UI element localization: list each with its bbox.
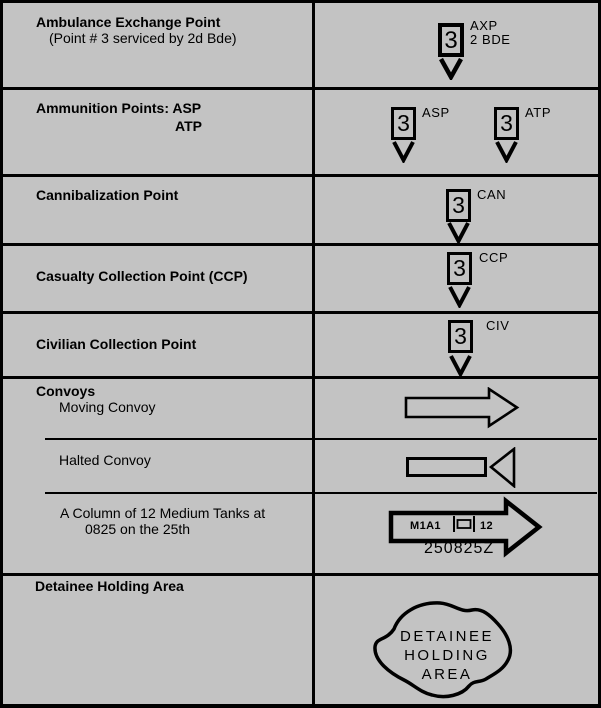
- ccp-point-number: 3: [453, 255, 466, 281]
- point-chevron-icon: [439, 58, 463, 80]
- asp-point-symbol: 3: [391, 107, 416, 140]
- column-divider: [312, 3, 315, 704]
- row-divider-4: [3, 311, 598, 314]
- tank-column-vehicle-label: M1A1: [410, 520, 441, 532]
- point-chevron-icon: [495, 141, 518, 163]
- row-subtitle-ambulance-exchange-point: (Point # 3 serviced by 2d Bde): [49, 30, 237, 46]
- row-title-casualty-collection-point: Casualty Collection Point (CCP): [36, 268, 248, 284]
- axp-point-symbol: 3: [438, 23, 464, 57]
- atp-point-symbol: 3: [494, 107, 519, 140]
- row-title-convoys: Convoys: [36, 383, 96, 399]
- row-title-cannibalization-point: Cannibalization Point: [36, 187, 179, 203]
- point-chevron-icon: [392, 141, 415, 163]
- armor-unit-icon: [453, 516, 475, 532]
- can-label: CAN: [477, 187, 507, 202]
- row-title-ammunition-points-atp: ATP: [175, 118, 202, 134]
- row-divider-1: [3, 87, 598, 90]
- ccp-point-symbol: 3: [447, 252, 472, 285]
- civ-point-symbol: 3: [448, 320, 473, 353]
- axp-unit-label: 2 BDE: [470, 32, 511, 47]
- detainee-area-line2: HOLDING: [404, 647, 490, 664]
- halted-convoy-triangle-icon: [488, 447, 516, 488]
- asp-point-number: 3: [397, 110, 410, 136]
- can-point-symbol: 3: [446, 189, 471, 222]
- halted-convoy-rect-icon: [406, 457, 487, 477]
- tank-column-arrow-icon: [388, 496, 543, 558]
- tank-column-count-label: 12: [480, 520, 494, 532]
- point-chevron-icon: [447, 222, 470, 244]
- row-title-civilian-collection-point: Civilian Collection Point: [36, 336, 197, 352]
- convoy-item-column-label-line2: 0825 on the 25th: [85, 521, 191, 537]
- can-point-number: 3: [452, 192, 465, 218]
- axp-point-number: 3: [444, 26, 458, 54]
- convoy-item-column-label-line1: A Column of 12 Medium Tanks at: [60, 505, 266, 521]
- detainee-area-line3: AREA: [421, 666, 473, 683]
- convoy-item-moving-label: Moving Convoy: [59, 399, 156, 415]
- atp-point-number: 3: [500, 110, 513, 136]
- convoy-subdivider-2: [45, 492, 597, 494]
- detainee-holding-area-boundary-icon: [373, 601, 513, 699]
- row-divider-3: [3, 243, 598, 246]
- row-divider-2: [3, 174, 598, 177]
- moving-convoy-arrow-icon: [404, 387, 520, 429]
- row-title-ambulance-exchange-point: Ambulance Exchange Point: [36, 14, 221, 30]
- convoy-subdivider-1: [45, 438, 597, 440]
- point-chevron-icon: [449, 355, 472, 377]
- row-divider-6: [3, 573, 598, 576]
- civ-label: CIV: [486, 318, 510, 333]
- asp-label: ASP: [422, 105, 450, 120]
- row-title-detainee-holding-area: Detainee Holding Area: [35, 578, 184, 594]
- tank-column-datetime-group: 250825Z: [424, 540, 495, 557]
- point-chevron-icon: [448, 286, 471, 308]
- detainee-holding-area-text: DETAINEE HOLDING AREA: [386, 627, 508, 684]
- row-title-ammunition-points: Ammunition Points: ASP: [36, 100, 202, 116]
- axp-label: AXP: [470, 18, 498, 33]
- convoy-item-halted-label: Halted Convoy: [59, 452, 151, 468]
- ccp-label: CCP: [479, 250, 509, 265]
- atp-label: ATP: [525, 105, 552, 120]
- civ-point-number: 3: [454, 323, 467, 349]
- detainee-area-line1: DETAINEE: [400, 628, 494, 645]
- row-divider-5: [3, 376, 598, 379]
